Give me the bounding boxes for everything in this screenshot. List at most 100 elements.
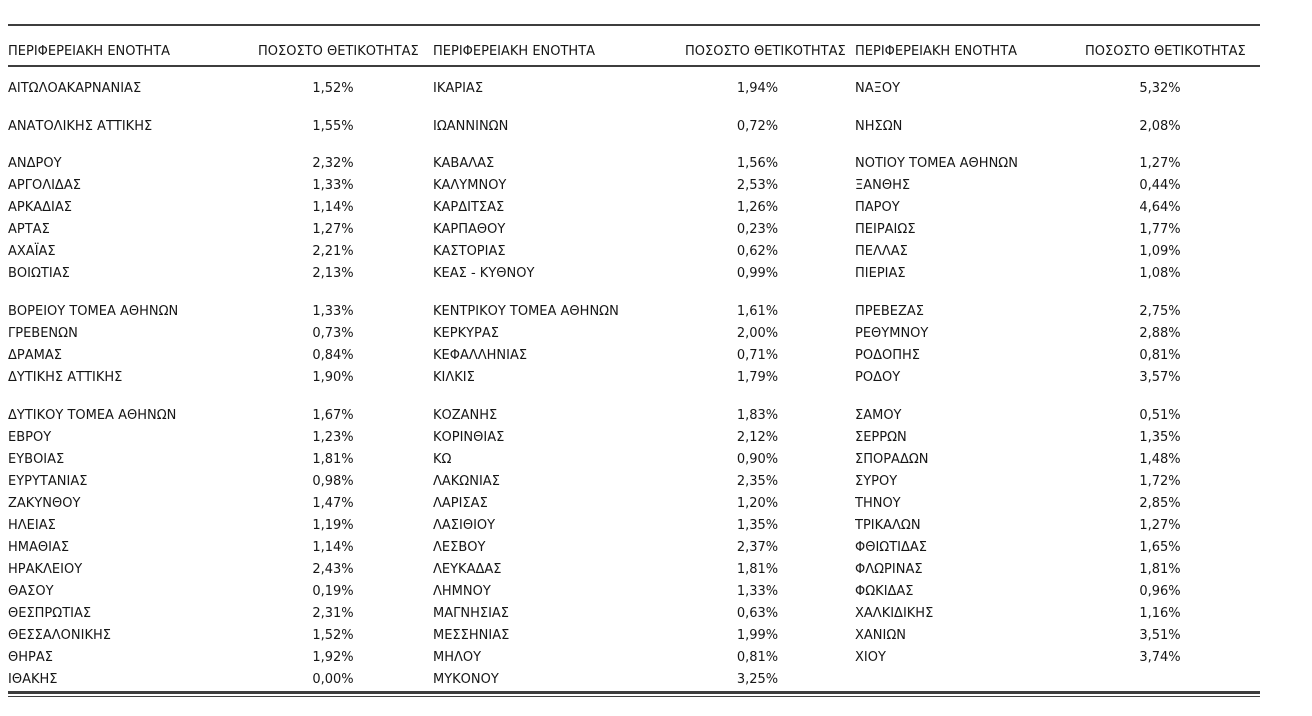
positivity-cell: 0,73% (312, 326, 354, 341)
region-cell: ΡΟΔΟΥ (855, 370, 901, 385)
region-cell: ΧΑΝΙΩΝ (855, 628, 907, 643)
region-cell: ΠΕΛΛΑΣ (855, 244, 908, 259)
table-row: ΗΜΑΘΙΑΣ 1,14% ΛΕΣΒΟΥ 2,37% ΦΘΙΩΤΙΔΑΣ 1,65% (8, 537, 1260, 559)
positivity-cell: 2,08% (1139, 119, 1181, 134)
positivity-cell: 2,31% (312, 606, 354, 621)
table-row: ΔΥΤΙΚΗΣ ΑΤΤΙΚΗΣ 1,90% ΚΙΛΚΙΣ 1,79% ΡΟΔΟΥ 3,57… (8, 367, 1260, 389)
table-row: ΙΘΑΚΗΣ 0,00% ΜΥΚΟΝΟΥ 3,25% (8, 669, 1260, 691)
positivity-cell: 1,27% (1139, 518, 1181, 533)
positivity-cell: 1,33% (312, 178, 354, 193)
positivity-cell: 1,14% (312, 200, 354, 215)
positivity-cell: 1,79% (736, 370, 779, 385)
positivity-cell: 2,88% (1139, 326, 1181, 341)
positivity-cell: 0,84% (312, 348, 354, 363)
bottom-double-rule (8, 691, 1260, 697)
positivity-cell: 2,53% (736, 178, 779, 193)
region-cell: ΛΑΡΙΣΑΣ (433, 496, 488, 511)
region-cell: ΚΑΛΥΜΝΟΥ (433, 178, 507, 193)
positivity-cell: 1,08% (1139, 266, 1181, 281)
positivity-cell: 3,57% (1139, 370, 1181, 385)
table-body: ΑΙΤΩΛΟΑΚΑΡΝΑΝΙΑΣ 1,52% ΙΚΑΡΙΑΣ 1,94% ΝΑΞΟΥ 5,… (8, 66, 1260, 691)
region-cell: ΙΚΑΡΙΑΣ (433, 81, 484, 96)
table-row: ΕΥΒΟΙΑΣ 1,81% ΚΩ 0,90% ΣΠΟΡΑΔΩΝ 1,48% (8, 449, 1260, 471)
table-row: ΑΝΔΡΟΥ 2,32% ΚΑΒΑΛΑΣ 1,56% ΝΟΤΙΟΥ ΤΟΜΕΑ ΑΘΗΝ… (8, 138, 1260, 175)
region-cell: ΣΥΡΟΥ (855, 474, 898, 489)
region-cell: ΡΕΘΥΜΝΟΥ (855, 326, 929, 341)
region-cell: ΚΕΡΚΥΡΑΣ (433, 326, 499, 341)
region-cell: ΚΑΒΑΛΑΣ (433, 156, 495, 171)
region-cell: ΑΙΤΩΛΟΑΚΑΡΝΑΝΙΑΣ (8, 81, 142, 96)
table-row: ΕΥΡΥΤΑΝΙΑΣ 0,98% ΛΑΚΩΝΙΑΣ 2,35% ΣΥΡΟΥ 1,72% (8, 471, 1260, 493)
table-row: ΓΡΕΒΕΝΩΝ 0,73% ΚΕΡΚΥΡΑΣ 2,00% ΡΕΘΥΜΝΟΥ 2,88% (8, 323, 1260, 345)
positivity-cell: 1,81% (312, 452, 354, 467)
region-cell: ΤΗΝΟΥ (855, 496, 901, 511)
table-row: ΑΙΤΩΛΟΑΚΑΡΝΑΝΙΑΣ 1,52% ΙΚΑΡΙΑΣ 1,94% ΝΑΞΟΥ 5,… (8, 66, 1260, 100)
table-row: ΒΟΡΕΙΟΥ ΤΟΜΕΑ ΑΘΗΝΩΝ 1,33% ΚΕΝΤΡΙΚΟΥ ΤΟΜΕΑ… (8, 285, 1260, 323)
region-header: ΠΕΡΙΦΕΡΕΙΑΚΗ ΕΝΟΤΗΤΑ (8, 26, 258, 67)
positivity-cell: 1,77% (1139, 222, 1181, 237)
positivity-cell: 2,32% (312, 156, 354, 171)
table-row: ΘΕΣΣΑΛΟΝΙΚΗΣ 1,52% ΜΕΣΣΗΝΙΑΣ 1,99% ΧΑΝΙΩΝ 3,5… (8, 625, 1260, 647)
table-row: ΑΡΚΑΔΙΑΣ 1,14% ΚΑΡΔΙΤΣΑΣ 1,26% ΠΑΡΟΥ 4,64% (8, 197, 1260, 219)
positivity-cell: 1,56% (736, 156, 779, 171)
region-cell: ΑΝΔΡΟΥ (8, 156, 62, 171)
region-cell: ΗΡΑΚΛΕΙΟΥ (8, 562, 83, 577)
region-cell: ΣΕΡΡΩΝ (855, 430, 907, 445)
region-cell: ΚΑΡΠΑΘΟΥ (433, 222, 506, 237)
positivity-cell: 0,44% (1139, 178, 1181, 193)
region-cell: ΚΕΑΣ - ΚΥΘΝΟΥ (433, 266, 535, 281)
table-row: ΘΑΣΟΥ 0,19% ΛΗΜΝΟΥ 1,33% ΦΩΚΙΔΑΣ 0,96% (8, 581, 1260, 603)
positivity-cell: 1,72% (1139, 474, 1181, 489)
header-row: ΠΕΡΙΦΕΡΕΙΑΚΗ ΕΝΟΤΗΤΑ ΠΟΣΟΣΤΟ ΘΕΤΙΚΟΤΗΤΑΣ… (8, 26, 1260, 67)
positivity-cell: 0,99% (736, 266, 779, 281)
positivity-cell: 2,13% (312, 266, 354, 281)
region-cell: ΠΕΙΡΑΙΩΣ (855, 222, 916, 237)
region-cell: ΛΗΜΝΟΥ (433, 584, 491, 599)
region-cell: ΚΩ (433, 452, 452, 467)
region-cell: ΞΑΝΘΗΣ (855, 178, 911, 193)
region-cell: ΚΕΝΤΡΙΚΟΥ ΤΟΜΕΑ ΑΘΗΝΩΝ (433, 304, 619, 319)
table-row: ΕΒΡΟΥ 1,23% ΚΟΡΙΝΘΙΑΣ 2,12% ΣΕΡΡΩΝ 1,35% (8, 427, 1260, 449)
table-row: ΖΑΚΥΝΘΟΥ 1,47% ΛΑΡΙΣΑΣ 1,20% ΤΗΝΟΥ 2,85% (8, 493, 1260, 515)
positivity-cell: 1,90% (312, 370, 354, 385)
region-cell: ΧΑΛΚΙΔΙΚΗΣ (855, 606, 934, 621)
positivity-cell: 1,48% (1139, 452, 1181, 467)
positivity-cell: 2,21% (312, 244, 354, 259)
region-cell: ΑΡΤΑΣ (8, 222, 50, 237)
region-cell: ΣΠΟΡΑΔΩΝ (855, 452, 929, 467)
positivity-cell: 3,51% (1139, 628, 1181, 643)
region-cell: ΜΗΛΟΥ (433, 650, 482, 665)
positivity-cell: 1,83% (736, 408, 779, 423)
table-row: ΔΡΑΜΑΣ 0,84% ΚΕΦΑΛΛΗΝΙΑΣ 0,71% ΡΟΔΟΠΗΣ 0,81% (8, 345, 1260, 367)
positivity-cell: 1,47% (312, 496, 354, 511)
region-cell: ΛΑΚΩΝΙΑΣ (433, 474, 500, 489)
region-cell: ΘΗΡΑΣ (8, 650, 53, 665)
region-cell: ΔΥΤΙΚΗΣ ΑΤΤΙΚΗΣ (8, 370, 123, 385)
positivity-cell: 1,16% (1139, 606, 1181, 621)
region-cell: ΗΛΕΙΑΣ (8, 518, 56, 533)
positivity-cell: 1,55% (312, 119, 354, 134)
region-cell: ΒΟΙΩΤΙΑΣ (8, 266, 70, 281)
region-cell: ΦΩΚΙΔΑΣ (855, 584, 914, 599)
positivity-cell: 0,62% (736, 244, 779, 259)
positivity-cell: 2,85% (1139, 496, 1181, 511)
region-cell: ΜΥΚΟΝΟΥ (433, 672, 499, 687)
region-cell: ΚΑΡΔΙΤΣΑΣ (433, 200, 505, 215)
region-cell: ΝΑΞΟΥ (855, 81, 901, 96)
positivity-cell: 0,23% (736, 222, 779, 237)
region-cell: ΧΙΟΥ (855, 650, 886, 665)
positivity-cell: 1,61% (736, 304, 779, 319)
positivity-cell: 0,81% (736, 650, 779, 665)
region-cell: ΚΟΖΑΝΗΣ (433, 408, 498, 423)
region-cell: ΙΘΑΚΗΣ (8, 672, 58, 687)
positivity-cell: 1,14% (312, 540, 354, 555)
positivity-cell: 0,96% (1139, 584, 1181, 599)
region-cell: ΚΟΡΙΝΘΙΑΣ (433, 430, 505, 445)
positivity-cell: 1,92% (312, 650, 354, 665)
positivity-cell: 1,19% (312, 518, 354, 533)
positivity-cell: 3,25% (736, 672, 779, 687)
positivity-cell: 4,64% (1139, 200, 1181, 215)
positivity-cell: 1,65% (1139, 540, 1181, 555)
top-rule (8, 24, 1260, 26)
positivity-cell: 2,12% (736, 430, 779, 445)
